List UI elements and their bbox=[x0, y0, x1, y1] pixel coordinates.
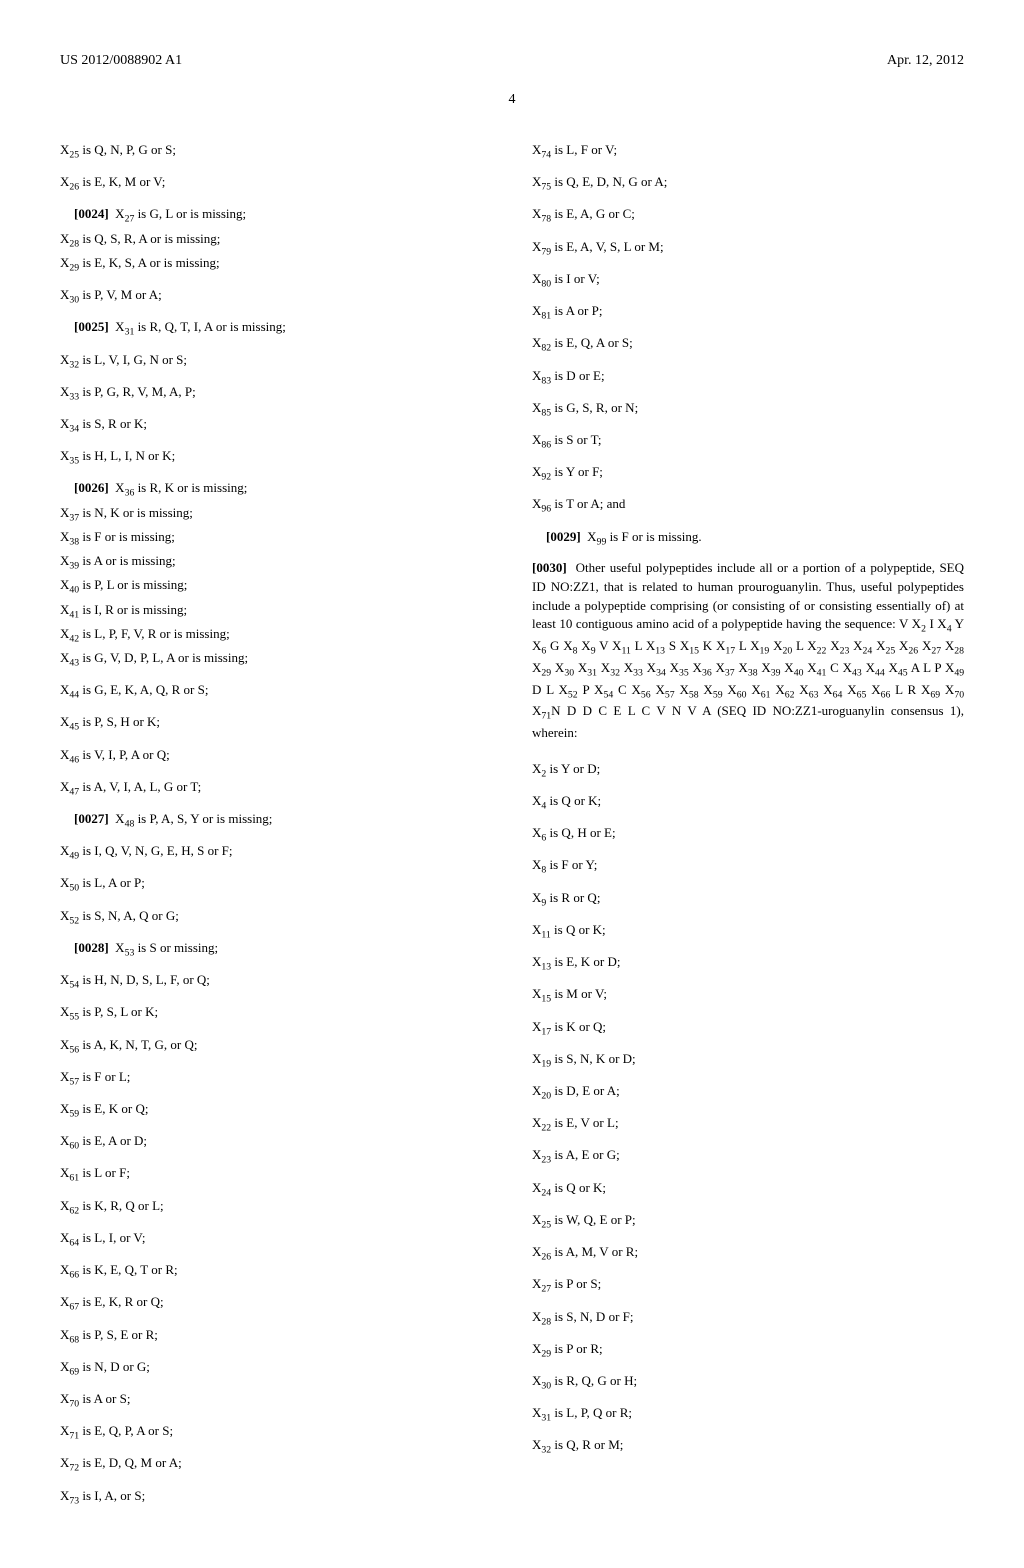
definition-entry: X52 is S, N, A, Q or G; bbox=[60, 906, 492, 929]
definition-entry: X11 is Q or K; bbox=[532, 920, 964, 943]
definition-entry: X72 is E, D, Q, M or A; bbox=[60, 1453, 492, 1476]
definition-entry: X79 is E, A, V, S, L or M; bbox=[532, 237, 964, 260]
definition-entry: X28 is S, N, D or F; bbox=[532, 1307, 964, 1330]
definition-entry: X17 is K or Q; bbox=[532, 1017, 964, 1040]
definition-entry: [0027] X48 is P, A, S, Y or is missing; bbox=[60, 809, 492, 832]
definition-entry: X69 is N, D or G; bbox=[60, 1357, 492, 1380]
definition-entry: X20 is D, E or A; bbox=[532, 1081, 964, 1104]
definition-entry: X83 is D or E; bbox=[532, 366, 964, 389]
definition-entry: X13 is E, K or D; bbox=[532, 952, 964, 975]
definition-entry: X49 is I, Q, V, N, G, E, H, S or F; bbox=[60, 841, 492, 864]
definition-entry: X25 is W, Q, E or P; bbox=[532, 1210, 964, 1233]
definition-entry: X54 is H, N, D, S, L, F, or Q; bbox=[60, 970, 492, 993]
definition-entry: X6 is Q, H or E; bbox=[532, 823, 964, 846]
definition-entry: X27 is P or S; bbox=[532, 1274, 964, 1297]
definition-entry: [0025] X31 is R, Q, T, I, A or is missin… bbox=[60, 317, 492, 340]
page-number: 4 bbox=[60, 89, 964, 110]
definition-entry: X55 is P, S, L or K; bbox=[60, 1002, 492, 1025]
definition-entry: X70 is A or S; bbox=[60, 1389, 492, 1412]
definition-entry: X85 is G, S, R, or N; bbox=[532, 398, 964, 421]
definition-entry: X19 is S, N, K or D; bbox=[532, 1049, 964, 1072]
definition-entry: X67 is E, K, R or Q; bbox=[60, 1292, 492, 1315]
definition-entry: [0024] X27 is G, L or is missing; bbox=[60, 204, 492, 227]
definition-entry: X75 is Q, E, D, N, G or A; bbox=[532, 172, 964, 195]
definition-entry: X26 is E, K, M or V; bbox=[60, 172, 492, 195]
definition-entry: X8 is F or Y; bbox=[532, 855, 964, 878]
definition-entry: X28 is Q, S, R, A or is missing; bbox=[60, 229, 492, 252]
para-num: [0027] bbox=[74, 811, 109, 826]
definition-entry: X38 is F or is missing; bbox=[60, 527, 492, 550]
page-header: US 2012/0088902 A1 Apr. 12, 2012 bbox=[60, 50, 964, 71]
definition-entry: [0029] X99 is F or is missing. bbox=[532, 527, 964, 550]
definition-entry: X47 is A, V, I, A, L, G or T; bbox=[60, 777, 492, 800]
definition-entry: X46 is V, I, P, A or Q; bbox=[60, 745, 492, 768]
definition-entry: X64 is L, I, or V; bbox=[60, 1228, 492, 1251]
doc-date: Apr. 12, 2012 bbox=[887, 50, 964, 71]
para-num: [0030] bbox=[532, 560, 567, 575]
content-columns: X25 is Q, N, P, G or S; X26 is E, K, M or… bbox=[60, 140, 964, 1518]
definition-entry: X29 is E, K, S, A or is missing; bbox=[60, 253, 492, 276]
definition-entry: X57 is F or L; bbox=[60, 1067, 492, 1090]
definition-entry: X82 is E, Q, A or S; bbox=[532, 333, 964, 356]
definition-entry: X68 is P, S, E or R; bbox=[60, 1325, 492, 1348]
definition-entry: X15 is M or V; bbox=[532, 984, 964, 1007]
definition-entry: X25 is Q, N, P, G or S; bbox=[60, 140, 492, 163]
definition-entry: X66 is K, E, Q, T or R; bbox=[60, 1260, 492, 1283]
definition-entry: X56 is A, K, N, T, G, or Q; bbox=[60, 1035, 492, 1058]
definition-entry: X32 is L, V, I, G, N or S; bbox=[60, 350, 492, 373]
definition-entry: [0028] X53 is S or missing; bbox=[60, 938, 492, 961]
definition-entry: X42 is L, P, F, V, R or is missing; bbox=[60, 624, 492, 647]
definition-entry: X41 is I, R or is missing; bbox=[60, 600, 492, 623]
paragraph-0030: [0030] Other useful polypeptides include… bbox=[532, 559, 964, 743]
definition-entry: X30 is P, V, M or A; bbox=[60, 285, 492, 308]
definition-entry: X60 is E, A or D; bbox=[60, 1131, 492, 1154]
definition-entry: X80 is I or V; bbox=[532, 269, 964, 292]
para-num: [0025] bbox=[74, 319, 109, 334]
definition-entry: X32 is Q, R or M; bbox=[532, 1435, 964, 1458]
definition-entry: X50 is L, A or P; bbox=[60, 873, 492, 896]
right-column: X74 is L, F or V; X75 is Q, E, D, N, G or… bbox=[532, 140, 964, 1518]
definition-entry: X29 is P or R; bbox=[532, 1339, 964, 1362]
definition-entry: X23 is A, E or G; bbox=[532, 1145, 964, 1168]
definition-entry: X59 is E, K or Q; bbox=[60, 1099, 492, 1122]
definition-entry: X92 is Y or F; bbox=[532, 462, 964, 485]
left-column: X25 is Q, N, P, G or S; X26 is E, K, M or… bbox=[60, 140, 492, 1518]
definition-entry: X2 is Y or D; bbox=[532, 759, 964, 782]
definition-entry: X81 is A or P; bbox=[532, 301, 964, 324]
para-num: [0024] bbox=[74, 206, 109, 221]
definition-entry: X74 is L, F or V; bbox=[532, 140, 964, 163]
definition-entry: X30 is R, Q, G or H; bbox=[532, 1371, 964, 1394]
para-num: [0029] bbox=[546, 529, 581, 544]
doc-number: US 2012/0088902 A1 bbox=[60, 50, 182, 71]
definition-entry: X71 is E, Q, P, A or S; bbox=[60, 1421, 492, 1444]
para-num: [0028] bbox=[74, 940, 109, 955]
definition-entry: X73 is I, A, or S; bbox=[60, 1486, 492, 1509]
definition-entry: X40 is P, L or is missing; bbox=[60, 575, 492, 598]
definition-entry: [0026] X36 is R, K or is missing; bbox=[60, 478, 492, 501]
definition-entry: X86 is S or T; bbox=[532, 430, 964, 453]
definition-entry: X31 is L, P, Q or R; bbox=[532, 1403, 964, 1426]
definition-entry: X9 is R or Q; bbox=[532, 888, 964, 911]
definition-entry: X35 is H, L, I, N or K; bbox=[60, 446, 492, 469]
definition-entry: X61 is L or F; bbox=[60, 1163, 492, 1186]
definition-entry: X22 is E, V or L; bbox=[532, 1113, 964, 1136]
definition-entry: X62 is K, R, Q or L; bbox=[60, 1196, 492, 1219]
definition-entry: X4 is Q or K; bbox=[532, 791, 964, 814]
definition-entry: X34 is S, R or K; bbox=[60, 414, 492, 437]
definition-entry: X39 is A or is missing; bbox=[60, 551, 492, 574]
definition-entry: X24 is Q or K; bbox=[532, 1178, 964, 1201]
definition-entry: X26 is A, M, V or R; bbox=[532, 1242, 964, 1265]
definition-entry: X45 is P, S, H or K; bbox=[60, 712, 492, 735]
definition-entry: X44 is G, E, K, A, Q, R or S; bbox=[60, 680, 492, 703]
definition-entry: X33 is P, G, R, V, M, A, P; bbox=[60, 382, 492, 405]
definition-entry: X96 is T or A; and bbox=[532, 494, 964, 517]
definition-entry: X37 is N, K or is missing; bbox=[60, 503, 492, 526]
para-num: [0026] bbox=[74, 480, 109, 495]
definition-entry: X78 is E, A, G or C; bbox=[532, 204, 964, 227]
definition-entry: X43 is G, V, D, P, L, A or is missing; bbox=[60, 648, 492, 671]
